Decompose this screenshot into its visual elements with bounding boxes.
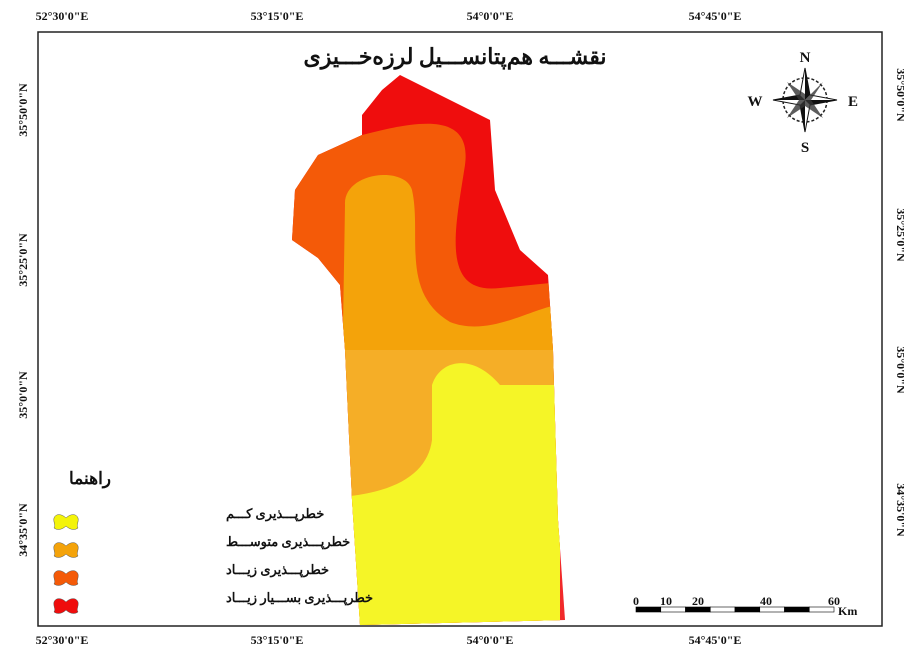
top-coord: 54°0'0"E bbox=[467, 9, 514, 23]
scale-tick: 10 bbox=[660, 594, 672, 608]
scale-tick: 60 bbox=[828, 594, 840, 608]
scale-tick: 40 bbox=[760, 594, 772, 608]
legend-icon bbox=[53, 598, 79, 614]
legend-title: راهنما bbox=[69, 469, 111, 489]
left-coord: 35°0'0"N bbox=[16, 371, 30, 419]
legend-item: خطرپـــذیری متوســـط bbox=[53, 534, 350, 558]
right-coord: 35°50'0"N bbox=[894, 68, 904, 122]
left-coord: 35°25'0"N bbox=[16, 233, 30, 287]
bottom-coord: 54°0'0"E bbox=[467, 633, 514, 647]
right-coord: 35°0'0"N bbox=[894, 346, 904, 394]
legend-item: خطرپـــذیری زیـــاد bbox=[53, 562, 329, 586]
legend-icon bbox=[53, 542, 79, 558]
legend-icon bbox=[53, 570, 79, 586]
scale-segment bbox=[784, 606, 810, 613]
north-arrow: N E S W bbox=[748, 50, 859, 156]
compass-n: N bbox=[800, 50, 811, 66]
left-coord: 34°35'0"N bbox=[16, 503, 30, 557]
right-coord: 35°25'0"N bbox=[894, 208, 904, 262]
scale-segment bbox=[709, 606, 736, 613]
bottom-coord: 52°30'0"E bbox=[36, 633, 89, 647]
legend-label: خطرپـــذیری متوســـط bbox=[226, 534, 350, 550]
left-coord: 35°50'0"N bbox=[16, 83, 30, 137]
zone-low bbox=[348, 363, 560, 625]
right-coord: 34°35'0"N bbox=[894, 483, 904, 537]
bottom-coord: 53°15'0"E bbox=[251, 633, 304, 647]
legend-item: خطرپـــذیری کـــم bbox=[53, 506, 324, 530]
legend-label: خطرپـــذیری بســـیار زیـــاد bbox=[226, 590, 373, 606]
scale-segment bbox=[808, 606, 835, 613]
scale-tick: 20 bbox=[692, 594, 704, 608]
top-coord: 52°30'0"E bbox=[36, 9, 89, 23]
scale-segment bbox=[734, 606, 761, 613]
compass-w: W bbox=[748, 94, 763, 110]
legend-item: خطرپـــذیری بســـیار زیـــاد bbox=[53, 590, 373, 614]
scale-tick: 0 bbox=[633, 594, 639, 608]
legend-label: خطرپـــذیری کـــم bbox=[226, 506, 324, 522]
compass-e: E bbox=[848, 94, 858, 110]
compass-s: S bbox=[801, 140, 809, 156]
scale-unit: Km bbox=[838, 604, 857, 618]
top-coord: 53°15'0"E bbox=[251, 9, 304, 23]
scale-segment bbox=[635, 606, 662, 613]
top-coord: 54°45'0"E bbox=[689, 9, 742, 23]
legend-label: خطرپـــذیری زیـــاد bbox=[226, 562, 329, 578]
legend-icon bbox=[53, 514, 79, 530]
bottom-coord: 54°45'0"E bbox=[689, 633, 742, 647]
map-title: نقشـــه هم‌پتانســـیل لرزه‌خـــیزی bbox=[303, 44, 606, 71]
